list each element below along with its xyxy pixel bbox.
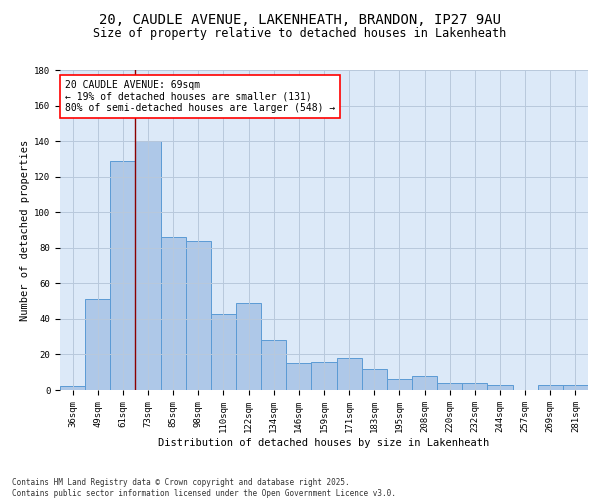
Text: Size of property relative to detached houses in Lakenheath: Size of property relative to detached ho… bbox=[94, 28, 506, 40]
Text: 20 CAUDLE AVENUE: 69sqm
← 19% of detached houses are smaller (131)
80% of semi-d: 20 CAUDLE AVENUE: 69sqm ← 19% of detache… bbox=[65, 80, 335, 113]
Bar bbox=[161, 237, 186, 390]
Bar bbox=[487, 384, 512, 390]
X-axis label: Distribution of detached houses by size in Lakenheath: Distribution of detached houses by size … bbox=[158, 438, 490, 448]
Bar bbox=[387, 380, 412, 390]
Bar bbox=[136, 141, 161, 390]
Bar bbox=[286, 364, 311, 390]
Bar bbox=[311, 362, 337, 390]
Bar bbox=[261, 340, 286, 390]
Bar bbox=[362, 368, 387, 390]
Bar bbox=[186, 240, 211, 390]
Bar bbox=[538, 384, 563, 390]
Bar bbox=[412, 376, 437, 390]
Bar bbox=[236, 303, 261, 390]
Bar bbox=[110, 160, 136, 390]
Bar bbox=[462, 383, 487, 390]
Bar bbox=[437, 383, 462, 390]
Bar bbox=[563, 384, 588, 390]
Text: 20, CAUDLE AVENUE, LAKENHEATH, BRANDON, IP27 9AU: 20, CAUDLE AVENUE, LAKENHEATH, BRANDON, … bbox=[99, 12, 501, 26]
Bar bbox=[211, 314, 236, 390]
Bar bbox=[337, 358, 362, 390]
Y-axis label: Number of detached properties: Number of detached properties bbox=[20, 140, 30, 320]
Bar bbox=[60, 386, 85, 390]
Text: Contains HM Land Registry data © Crown copyright and database right 2025.
Contai: Contains HM Land Registry data © Crown c… bbox=[12, 478, 396, 498]
Bar bbox=[85, 300, 110, 390]
